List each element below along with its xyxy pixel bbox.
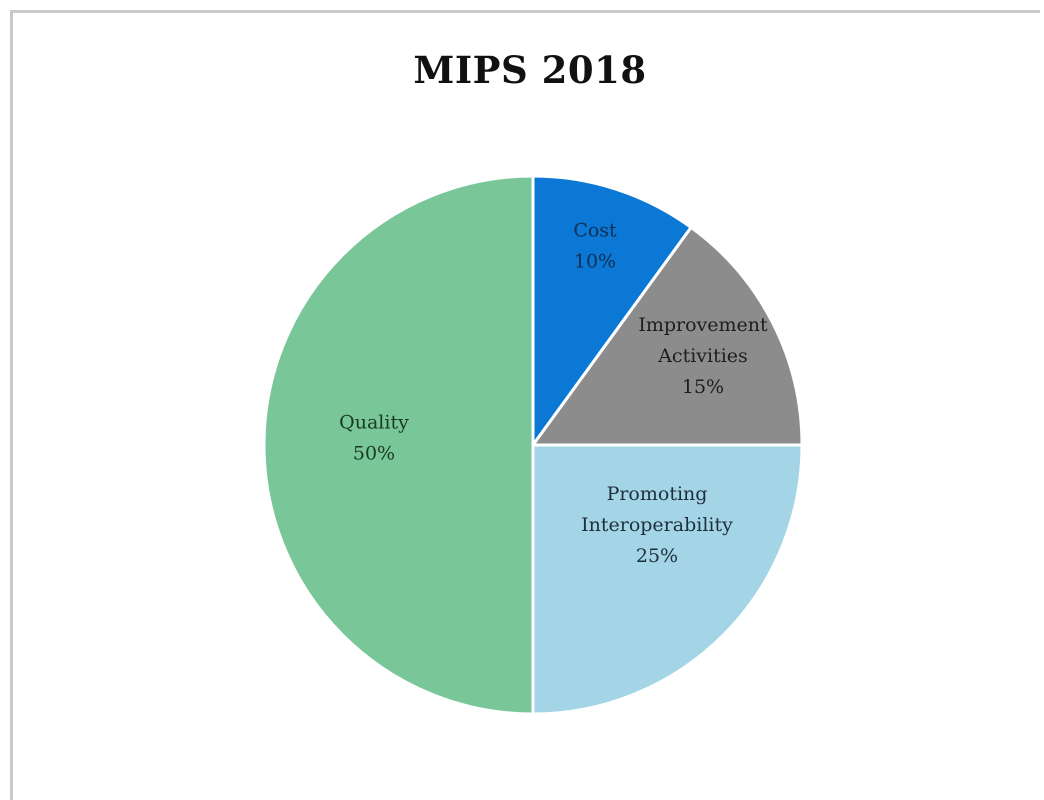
pie-slice-promoting-interoperability [531,443,804,716]
pie-slice-cost [531,174,693,447]
pie-slices [262,174,804,716]
slice-name-label: Activities [657,345,748,367]
chart-title: MIPS 2018 [413,48,647,92]
slice-name-label: Improvement [638,314,768,336]
slice-value-label: 15% [682,376,724,398]
pie-labels: Cost 10% Improvement Activities 15% Promoting… [339,220,768,568]
slice-name-label: Interoperability [581,514,733,536]
slice-value-label: 25% [636,545,678,567]
pie-slice-improvement-activities [531,225,804,447]
slice-label-cost: Cost 10% [573,220,617,273]
slice-label-promoting-interoperability: Promoting Interoperability 25% [581,483,733,567]
pie-slice-quality [262,174,535,716]
slice-label-quality: Quality 50% [339,412,409,465]
slice-name-label: Quality [339,412,409,434]
slice-name-label: Promoting [607,483,708,505]
slice-name-label: Cost [573,220,617,242]
slice-value-label: 10% [574,251,616,273]
slice-label-improvement-activities: Improvement Activities 15% [638,314,768,398]
slice-value-label: 50% [353,443,395,465]
